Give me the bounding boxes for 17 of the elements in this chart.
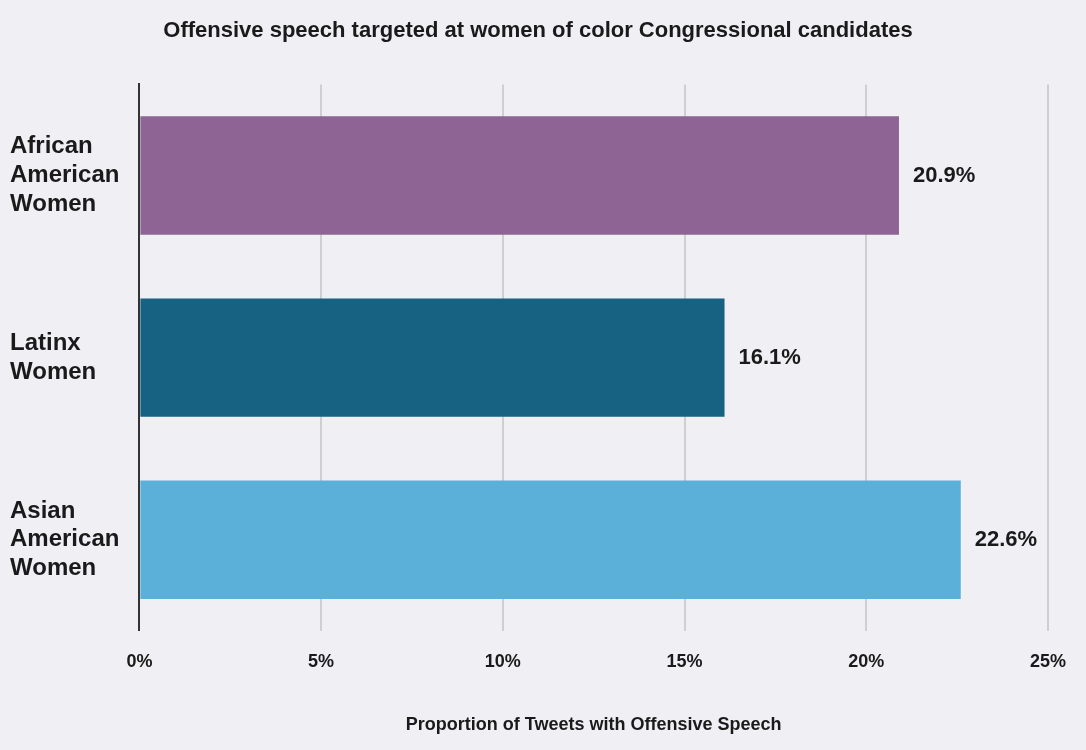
x-tick-label: 15% [666, 650, 703, 671]
x-tick-label: 25% [1029, 650, 1066, 671]
data-label: 20.9% [912, 161, 976, 187]
x-tick-label: 10% [484, 650, 521, 671]
x-tick-label: 5% [308, 650, 335, 671]
bar [140, 116, 899, 235]
data-label: 16.1% [738, 343, 801, 369]
bar [140, 480, 961, 599]
y-tick-label: Asian American Women [10, 495, 120, 581]
y-tick-label: African American Women [10, 131, 120, 216]
y-tick-label: Latinx Women [10, 327, 97, 384]
data-label: 22.6% [974, 525, 1038, 551]
x-axis-title: Proportion of Tweets with Offensive Speech [405, 714, 782, 735]
x-tick-label: 20% [848, 650, 885, 671]
bar [140, 298, 725, 417]
chart-title: Offensive speech targeted at women of color Congressional candidates [163, 17, 913, 43]
x-tick-label: 0% [126, 650, 153, 671]
